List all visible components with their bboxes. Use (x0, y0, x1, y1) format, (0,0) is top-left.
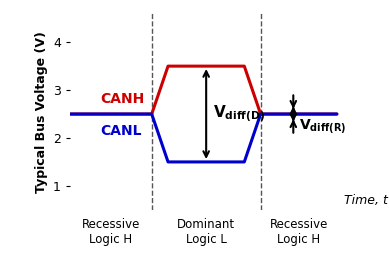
Text: Dominant
Logic L: Dominant Logic L (177, 218, 235, 246)
Text: Recessive
Logic H: Recessive Logic H (270, 218, 328, 246)
Text: Time, t: Time, t (343, 194, 387, 207)
Text: CANH: CANH (100, 92, 144, 106)
Text: CANL: CANL (100, 124, 142, 138)
Text: Recessive
Logic H: Recessive Logic H (82, 218, 140, 246)
Text: $\mathregular{V_{diff(R)}}$: $\mathregular{V_{diff(R)}}$ (299, 116, 346, 136)
Text: $\mathregular{V_{diff(D)}}$: $\mathregular{V_{diff(D)}}$ (213, 103, 265, 125)
Y-axis label: Typical Bus Voltage (V): Typical Bus Voltage (V) (35, 31, 47, 193)
